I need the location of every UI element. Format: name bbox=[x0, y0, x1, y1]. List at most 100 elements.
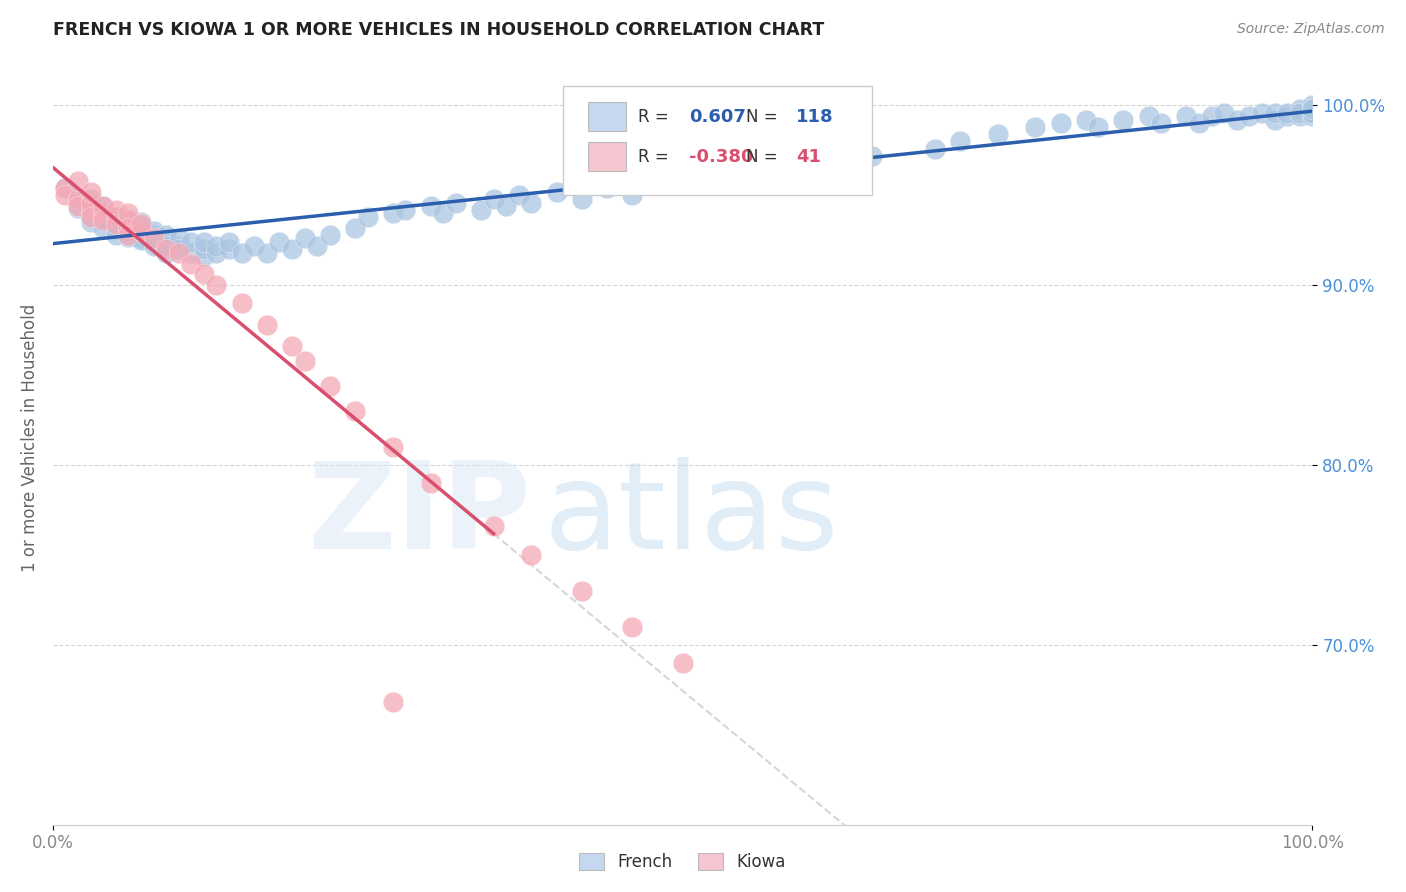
Point bbox=[256, 318, 278, 332]
Point bbox=[155, 227, 177, 242]
Point bbox=[470, 202, 492, 217]
Point bbox=[520, 195, 543, 210]
Point bbox=[256, 245, 278, 260]
Point bbox=[571, 192, 593, 206]
Point bbox=[1301, 102, 1323, 116]
Point bbox=[1301, 102, 1323, 116]
Point bbox=[419, 475, 441, 490]
Point bbox=[79, 210, 101, 224]
Point bbox=[1301, 109, 1323, 123]
Point bbox=[180, 245, 202, 260]
Text: FRENCH VS KIOWA 1 OR MORE VEHICLES IN HOUSEHOLD CORRELATION CHART: FRENCH VS KIOWA 1 OR MORE VEHICLES IN HO… bbox=[52, 21, 824, 39]
Point bbox=[1301, 102, 1323, 116]
Point bbox=[167, 231, 190, 245]
Point bbox=[394, 202, 416, 217]
Point bbox=[117, 217, 139, 231]
Point bbox=[117, 215, 139, 229]
Point bbox=[1289, 105, 1312, 120]
Point bbox=[482, 192, 505, 206]
Text: 0.607: 0.607 bbox=[689, 108, 745, 126]
Point bbox=[129, 220, 152, 235]
Point bbox=[66, 192, 89, 206]
Point bbox=[1226, 112, 1249, 127]
Point bbox=[91, 206, 114, 220]
Point bbox=[1301, 98, 1323, 112]
FancyBboxPatch shape bbox=[588, 142, 626, 171]
Point bbox=[1301, 105, 1323, 120]
Point bbox=[53, 181, 76, 195]
Point bbox=[797, 163, 820, 178]
Text: atlas: atlas bbox=[544, 457, 839, 574]
Point bbox=[91, 206, 114, 220]
Point bbox=[1239, 109, 1261, 123]
Point bbox=[129, 224, 152, 238]
Point bbox=[104, 219, 127, 233]
Point bbox=[1264, 112, 1286, 127]
Point bbox=[671, 170, 693, 185]
Point bbox=[734, 167, 756, 181]
Point bbox=[281, 242, 304, 256]
Point bbox=[319, 379, 342, 393]
Point bbox=[307, 238, 329, 252]
Point bbox=[117, 229, 139, 244]
Point bbox=[294, 231, 316, 245]
Point bbox=[167, 245, 190, 260]
Point bbox=[1074, 112, 1097, 127]
Point bbox=[117, 224, 139, 238]
Point bbox=[344, 404, 367, 418]
Point bbox=[520, 548, 543, 562]
Point bbox=[218, 235, 240, 249]
Point bbox=[66, 174, 89, 188]
Point bbox=[104, 210, 127, 224]
Point bbox=[218, 242, 240, 256]
Point bbox=[180, 235, 202, 249]
Point bbox=[104, 217, 127, 231]
Point bbox=[91, 213, 114, 227]
Text: Source: ZipAtlas.com: Source: ZipAtlas.com bbox=[1237, 22, 1385, 37]
Point bbox=[129, 220, 152, 235]
Point bbox=[205, 238, 228, 252]
Point bbox=[117, 215, 139, 229]
Point bbox=[91, 199, 114, 213]
Point bbox=[1301, 105, 1323, 120]
Point bbox=[117, 219, 139, 233]
Point bbox=[117, 206, 139, 220]
Text: R =: R = bbox=[638, 148, 669, 167]
Point bbox=[860, 149, 883, 163]
Y-axis label: 1 or more Vehicles in Household: 1 or more Vehicles in Household bbox=[21, 304, 39, 572]
Point bbox=[104, 213, 127, 227]
Point bbox=[1277, 105, 1299, 120]
Point bbox=[356, 210, 378, 224]
Point bbox=[91, 220, 114, 235]
Point bbox=[949, 135, 972, 149]
Point bbox=[419, 199, 441, 213]
Point bbox=[319, 227, 342, 242]
Point bbox=[104, 222, 127, 236]
Point bbox=[759, 174, 782, 188]
Point bbox=[142, 227, 165, 242]
Point bbox=[142, 224, 165, 238]
Point bbox=[634, 178, 657, 192]
Point bbox=[129, 233, 152, 247]
Point bbox=[495, 199, 517, 213]
Point bbox=[91, 210, 114, 224]
Point bbox=[104, 215, 127, 229]
Point bbox=[1201, 109, 1223, 123]
Point bbox=[91, 199, 114, 213]
Point bbox=[1175, 109, 1198, 123]
Point bbox=[671, 656, 693, 670]
Point bbox=[1087, 120, 1109, 134]
Point bbox=[1301, 105, 1323, 120]
Point bbox=[381, 695, 404, 709]
Point bbox=[1251, 105, 1274, 120]
Point bbox=[117, 213, 139, 227]
Point bbox=[53, 188, 76, 202]
Point bbox=[269, 235, 291, 249]
Point bbox=[1049, 116, 1071, 130]
Point bbox=[66, 194, 89, 208]
Point bbox=[129, 227, 152, 242]
Point bbox=[167, 238, 190, 252]
Point bbox=[986, 127, 1008, 141]
Point bbox=[129, 215, 152, 229]
Point bbox=[180, 257, 202, 271]
